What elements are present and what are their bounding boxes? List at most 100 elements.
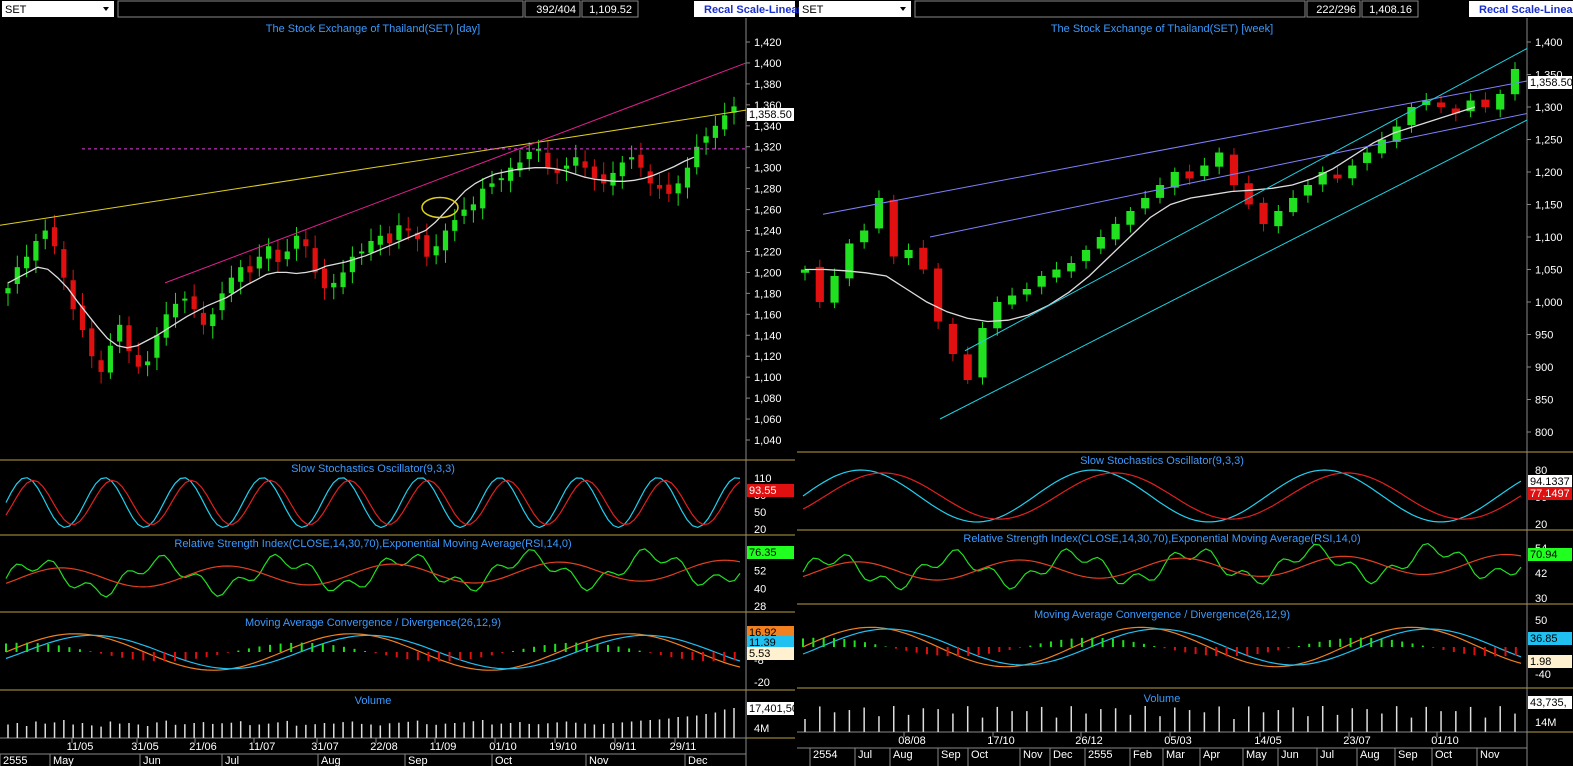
candle-body [117, 324, 123, 342]
candle-body [5, 288, 11, 294]
rsi-panel-title: Relative Strength Index(CLOSE,14,30,70),… [174, 538, 571, 550]
stoch-k-badge-bg [747, 484, 794, 497]
candle-body [1377, 139, 1386, 154]
last-price-badge-bg [1528, 76, 1572, 89]
price-tick-label: 1,100 [754, 372, 782, 384]
x-month-label: Sep [1398, 749, 1418, 761]
candle-body [284, 251, 290, 260]
recal-scale-button[interactable] [1469, 1, 1573, 17]
candle-body [461, 209, 467, 216]
candle-body [1451, 108, 1460, 114]
candle-body [684, 167, 691, 188]
candle-body [256, 256, 262, 269]
symbol-selector[interactable] [2, 1, 114, 17]
symbol-selector[interactable] [799, 1, 911, 17]
candle-body [889, 199, 898, 257]
price-box [581, 0, 639, 18]
candle-body [312, 248, 318, 273]
highlight-ellipse [421, 196, 459, 219]
candle-body [563, 165, 570, 169]
macd-signal-badge-bg [747, 636, 794, 649]
candle-body [1244, 183, 1253, 205]
x-month-label: Aug [321, 755, 341, 766]
candle-body [51, 227, 58, 247]
price-tick-label: 1,040 [754, 435, 782, 447]
counter-box [524, 0, 581, 18]
bar-counter: 222/296 [1316, 4, 1356, 16]
price-tick-label: 1,060 [754, 414, 782, 426]
candle-body [1466, 100, 1475, 112]
candle-body [266, 246, 272, 259]
candle-body [1215, 152, 1224, 167]
x-month-label: May [53, 755, 74, 766]
recal-scale-label: Recal Scale-Linea [1479, 4, 1573, 16]
stoch-tick-label: 20 [754, 524, 766, 536]
price-tick-label: 1,320 [754, 142, 782, 154]
macd-signal-line [802, 628, 1522, 666]
candle-body [14, 267, 20, 284]
moving-average-line [805, 106, 1476, 323]
candle-body [452, 220, 458, 231]
candle-body [526, 151, 532, 160]
counter-box [1306, 0, 1361, 18]
volume-badge-bg [747, 702, 794, 715]
last-price-badge: 1,358.50 [1530, 77, 1573, 89]
candle-body [135, 355, 141, 367]
x-date-label: 11/05 [67, 741, 94, 753]
x-date-label: 11/07 [249, 741, 276, 753]
candle-body [1111, 224, 1120, 240]
candle-body [656, 184, 663, 189]
x-month-label: Dec [688, 755, 708, 766]
stoch-tick-label: 80 [1535, 465, 1547, 477]
candle-body [1333, 174, 1342, 179]
candle-body [424, 235, 430, 257]
candle-body [1126, 211, 1135, 225]
x-month-label: Jun [143, 755, 161, 766]
x-date-label: 19/10 [549, 741, 577, 753]
moving-average-line [7, 156, 695, 349]
price-tick-label: 1,100 [1535, 232, 1563, 244]
volume-badge-bg [1528, 696, 1572, 709]
x-month-label: May [1246, 749, 1267, 761]
candle-body [1052, 269, 1061, 278]
volume-badge: 17,401,50 [749, 703, 798, 715]
macd-badge: 36.85 [1530, 633, 1558, 645]
trendline-cyan-upper [964, 48, 1528, 352]
candle-body [340, 272, 346, 288]
candle-body [405, 228, 411, 231]
rsi-ema-line [802, 553, 1522, 581]
recal-scale-button[interactable] [694, 1, 795, 17]
candle-body [601, 174, 607, 184]
candle-body [414, 232, 421, 239]
candle-body [517, 162, 523, 171]
candle-body [154, 335, 160, 358]
chevron-down-icon [103, 7, 109, 11]
candle-body [800, 269, 810, 273]
symbol-label: SET [5, 4, 27, 16]
stoch-tick-label: 20 [1535, 519, 1547, 531]
rsi-badge-bg [747, 546, 794, 559]
candle-body [1141, 198, 1150, 209]
trendline-yellow [0, 109, 747, 226]
price-tick-label: 1,400 [754, 58, 782, 70]
macd-badge-bg [747, 626, 794, 639]
stoch-d-line [802, 472, 1522, 520]
x-month-label: 2554 [813, 749, 837, 761]
x-month-label: Aug [893, 749, 913, 761]
candle-body [1096, 237, 1105, 249]
candle-body [591, 166, 597, 179]
candle-body [629, 157, 635, 160]
stoch-k-line [5, 477, 741, 529]
x-month-label: Feb [1133, 749, 1152, 761]
volume-tick-label: 14M [1535, 717, 1556, 729]
candle-body [1303, 185, 1313, 196]
candle-body [535, 148, 542, 151]
candle-body [554, 168, 560, 173]
candle-body [731, 106, 737, 113]
candle-body [666, 184, 672, 194]
candle-body [182, 298, 188, 301]
header-blank [117, 0, 524, 18]
candle-body [1274, 211, 1283, 227]
macd-panel-title: Moving Average Convergence / Divergence(… [1034, 609, 1290, 621]
x-date-label: 31/05 [131, 741, 159, 753]
